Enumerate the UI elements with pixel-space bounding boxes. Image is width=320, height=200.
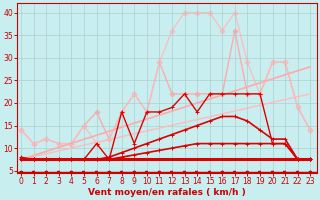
X-axis label: Vent moyen/en rafales ( km/h ): Vent moyen/en rafales ( km/h )	[88, 188, 246, 197]
